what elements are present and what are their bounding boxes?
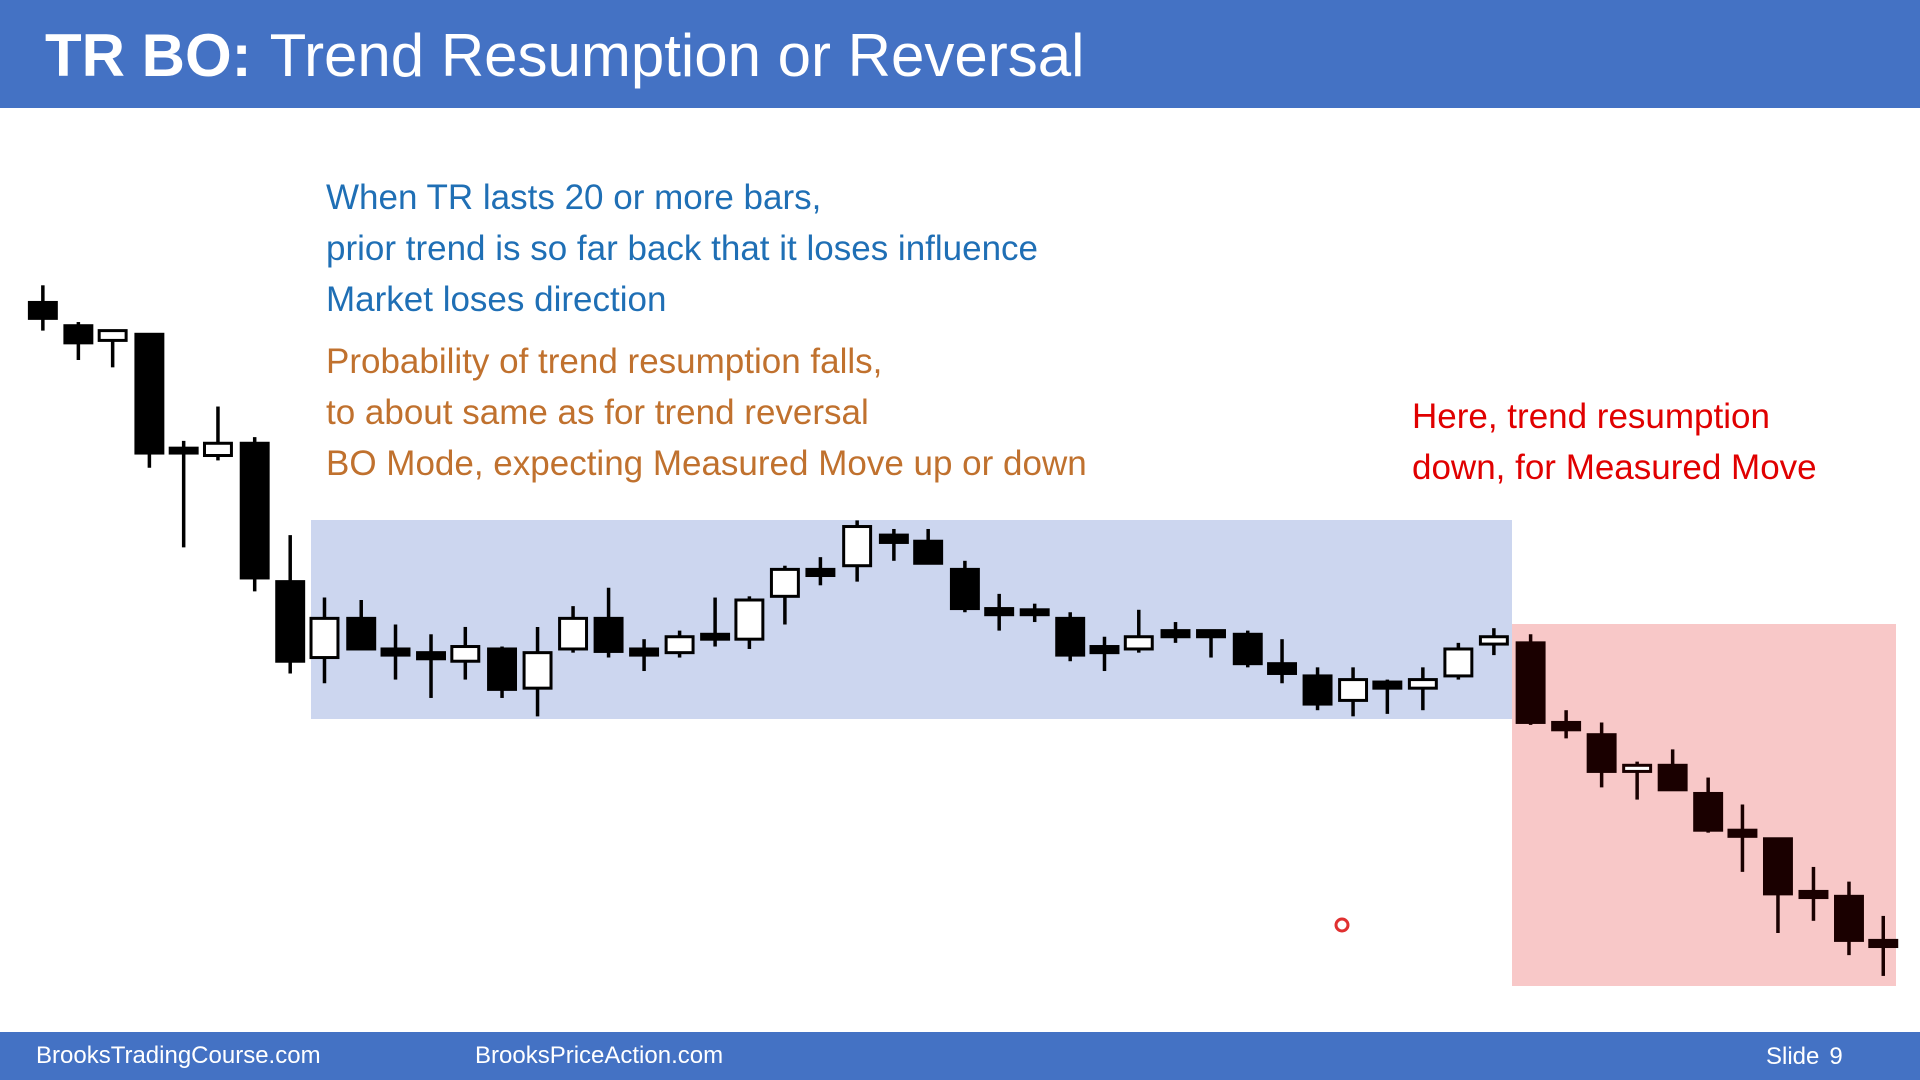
candle-body [416, 651, 446, 661]
candle-body [769, 567, 800, 598]
candle-body [629, 647, 660, 657]
orange-line: BO Mode, expecting Measured Move up or d… [326, 444, 1087, 483]
orange-line: to about same as for trend reversal [326, 393, 869, 432]
candle-body [1407, 678, 1438, 690]
candle-body [805, 567, 836, 578]
footer-bar [0, 1032, 1920, 1080]
candle-body [450, 645, 481, 663]
candle-body [134, 332, 165, 455]
candle-body [1478, 635, 1509, 646]
candle-body [27, 300, 58, 320]
slide-label-text: Slide [1766, 1043, 1819, 1070]
candle-body [1019, 608, 1050, 617]
candle-body [1762, 837, 1793, 896]
candle-body [97, 329, 128, 342]
red-line: down, for Measured Move [1412, 448, 1817, 487]
header-bar [0, 0, 1920, 108]
candle-body [239, 441, 270, 580]
candle-body [1834, 894, 1864, 942]
blue-text: When TR lasts 20 or more bars, prior tre… [326, 178, 1038, 319]
candle-body [949, 567, 980, 611]
blue-line: Market loses direction [326, 280, 666, 319]
candle-body [1302, 674, 1333, 706]
candles [27, 285, 1899, 976]
candle-body [346, 616, 377, 651]
candle-body [913, 539, 944, 565]
slide-label: Slide 9 [1766, 1043, 1843, 1070]
candle-body [1693, 791, 1724, 832]
candle-body [1868, 938, 1899, 949]
candle-body [1089, 645, 1120, 655]
candle-body [309, 616, 340, 660]
slide-number: 9 [1829, 1043, 1842, 1070]
candle-body [1123, 635, 1154, 651]
candle-body [1586, 733, 1617, 773]
footer-center: BrooksPriceAction.com [475, 1042, 723, 1069]
candle-body [842, 525, 873, 568]
candle-body [1727, 828, 1758, 838]
candle-body [734, 598, 765, 641]
candle-body [1515, 641, 1546, 724]
candle-body [984, 607, 1015, 617]
candle-body [593, 616, 624, 653]
title-text: Trend Resumption or Reversal [270, 22, 1085, 89]
red-text: Here, trend resumption down, for Measure… [1412, 397, 1817, 487]
orange-line: Probability of trend resumption falls, [326, 342, 882, 381]
candle-body [1443, 647, 1474, 678]
candle-body [664, 635, 695, 655]
candle-body [1622, 763, 1653, 773]
blue-line: prior trend is so far back that it loses… [326, 229, 1038, 268]
orange-text: Probability of trend resumption falls, t… [326, 342, 1087, 483]
candle-body [202, 441, 233, 458]
candle-body [1798, 889, 1829, 900]
blue-line: When TR lasts 20 or more bars, [326, 178, 821, 217]
candle-body [1657, 763, 1688, 792]
candle-body [1372, 680, 1403, 690]
candle-body [558, 616, 589, 651]
candle-body [522, 651, 553, 690]
candle-body [487, 647, 518, 691]
candle-body [1196, 629, 1226, 639]
candle-body [275, 580, 306, 663]
candle-body [1551, 720, 1582, 732]
candle-body [380, 647, 411, 657]
candle-body [63, 324, 94, 345]
candle-body [1055, 616, 1086, 657]
header-title: TR BO: Trend Resumption or Reversal [45, 22, 1084, 89]
pointer [1334, 917, 1350, 933]
red-line: Here, trend resumption [1412, 397, 1770, 436]
candle-body [1232, 632, 1263, 666]
candle-body [878, 533, 909, 544]
candle-body [1338, 678, 1369, 702]
candle-body [700, 632, 731, 641]
title-bold: TR BO: [45, 22, 252, 89]
candle-body [168, 446, 199, 455]
candle-body [1160, 629, 1191, 639]
candle-body [1267, 662, 1298, 675]
footer-left: BrooksTradingCourse.com [36, 1042, 321, 1069]
